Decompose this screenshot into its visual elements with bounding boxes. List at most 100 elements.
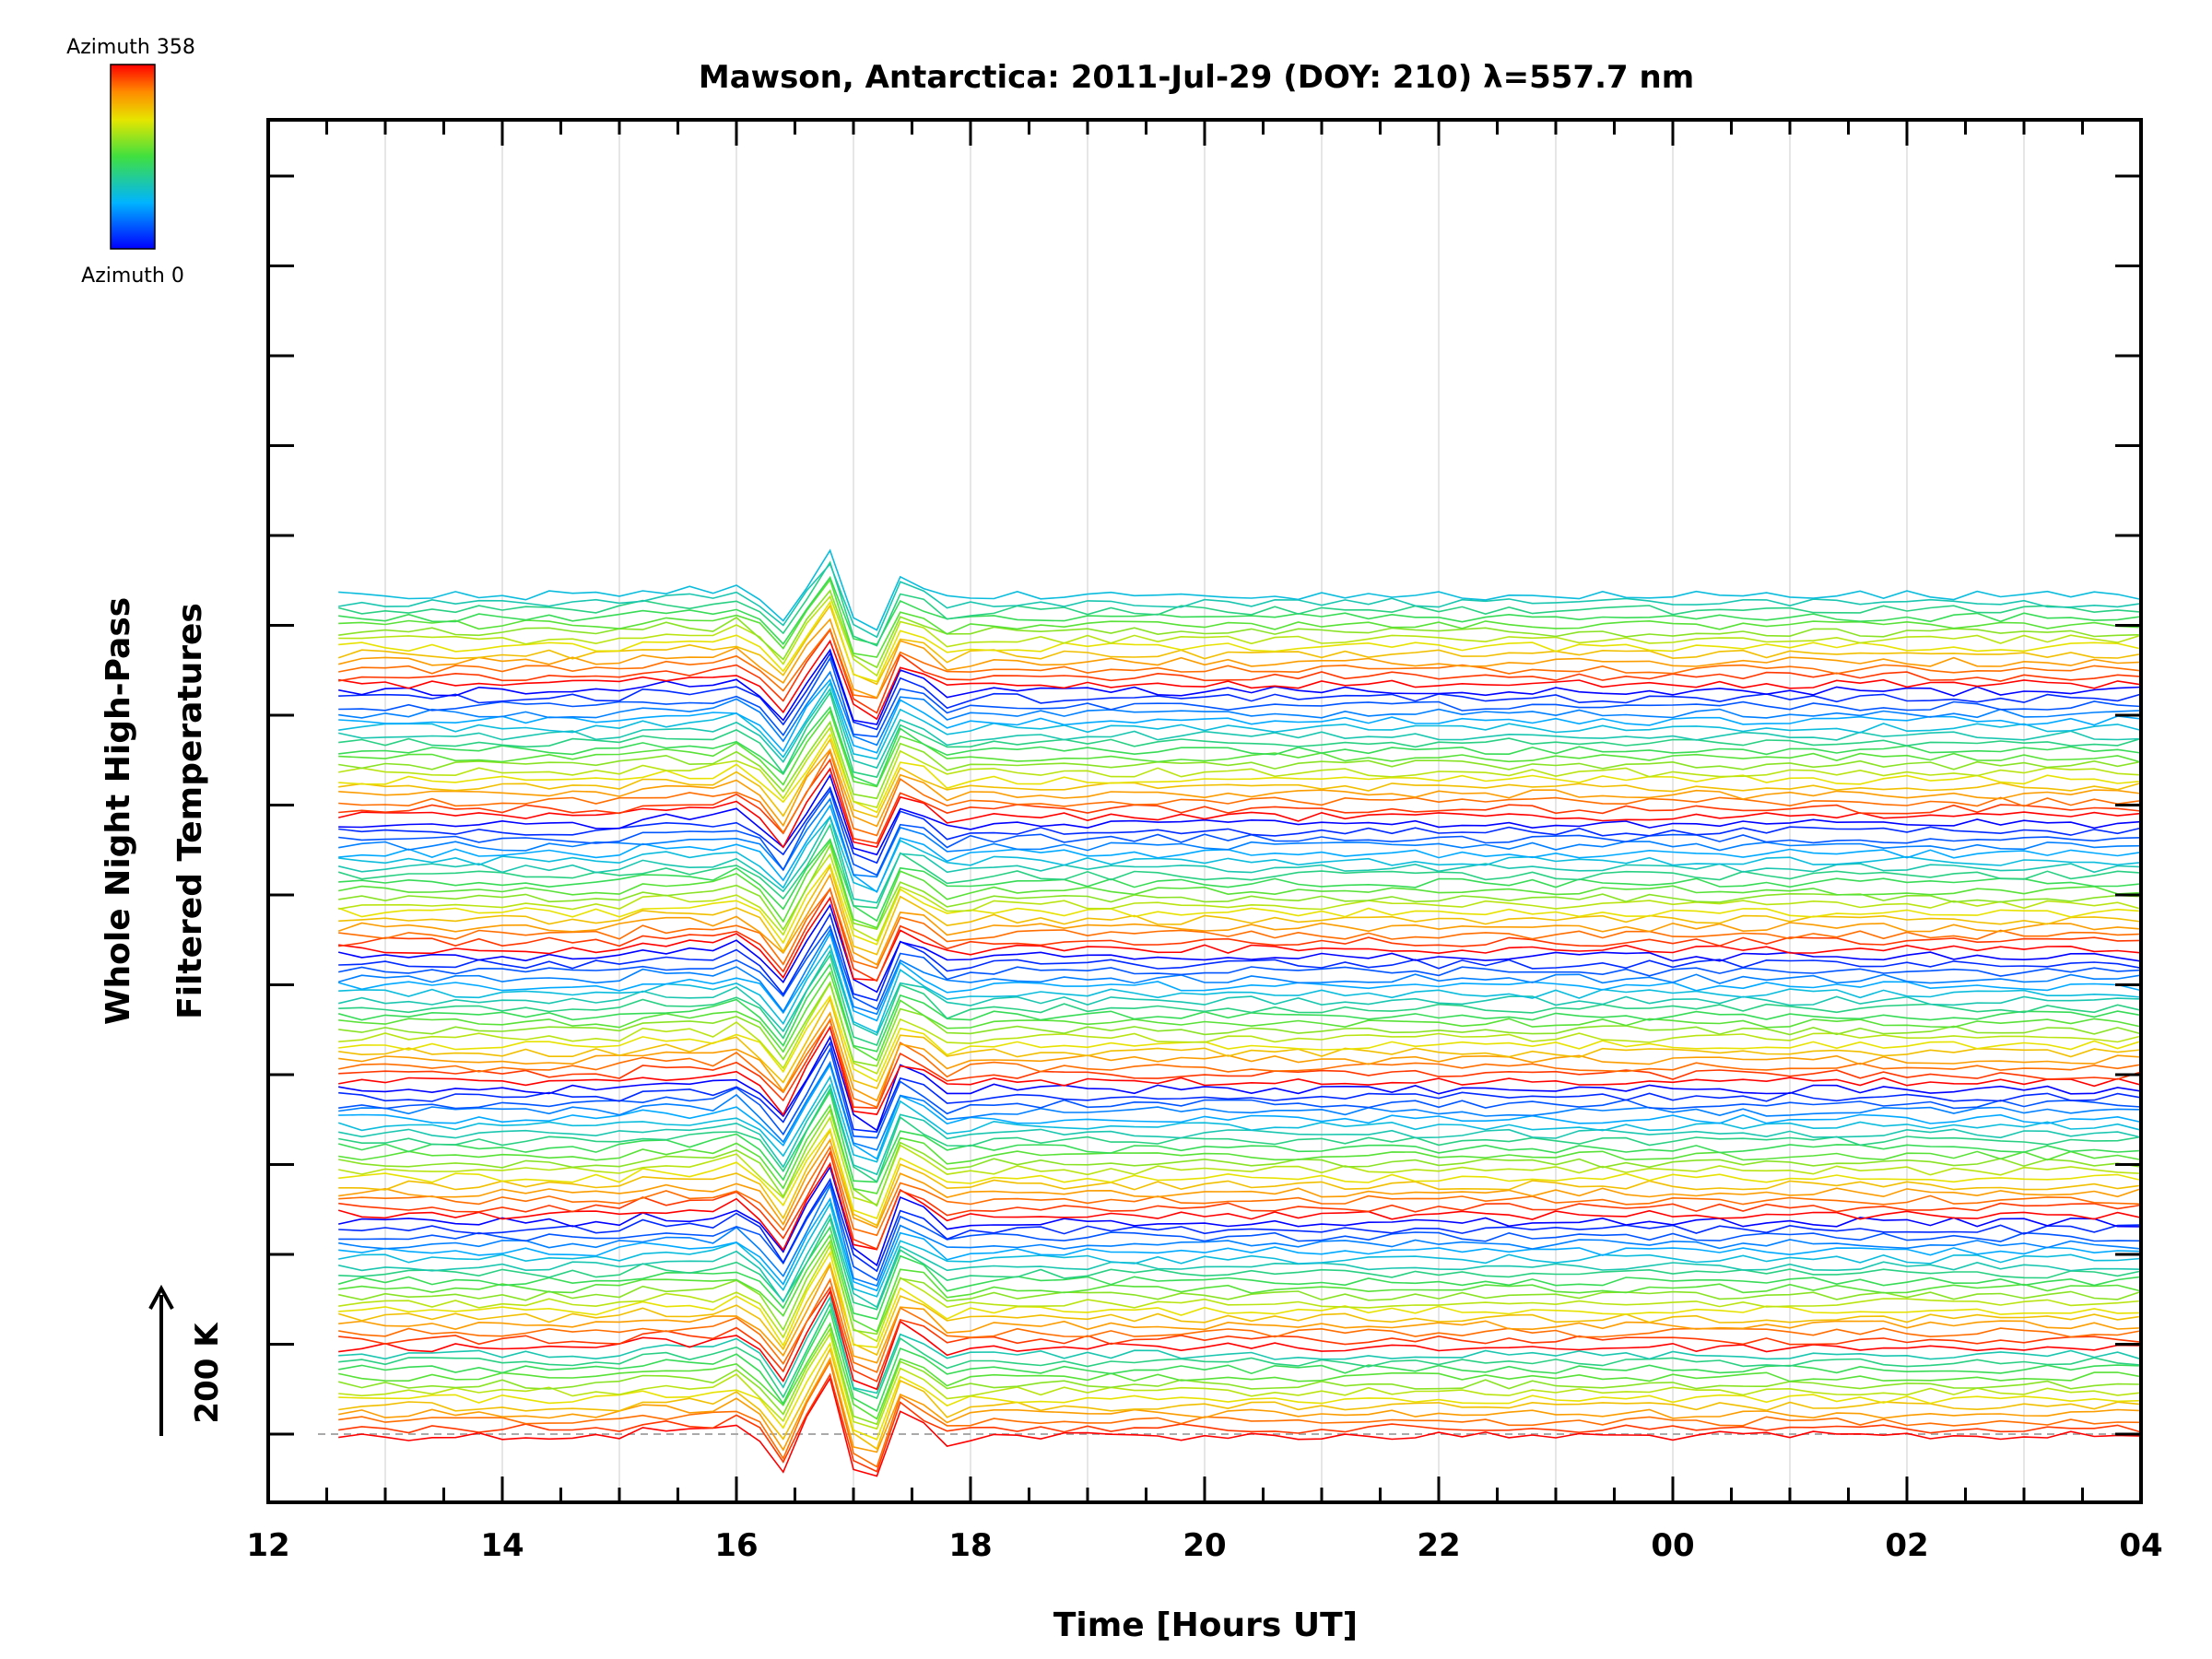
trace-line: [338, 981, 2142, 1067]
trace-line: [338, 924, 2142, 1011]
trace-line: [338, 1217, 2142, 1311]
trace-line: [338, 1233, 2142, 1333]
trace-line: [338, 1263, 2142, 1364]
colorbar: [110, 64, 156, 250]
trace-line: [338, 575, 2142, 646]
trace-line: [338, 1308, 2142, 1412]
trace-line: [338, 1332, 2142, 1430]
trace-line: [338, 797, 2142, 878]
x-tick-labels: 12 14 16 18 20 22 00 02 04: [246, 1527, 2162, 1564]
trace-line: [338, 1326, 2142, 1426]
trace-line: [338, 1127, 2142, 1220]
trace-line: [338, 1286, 2142, 1382]
trace-line: [338, 840, 2142, 929]
trace-line: [338, 1103, 2142, 1194]
trace-line: [338, 1295, 2142, 1394]
x-tick-label: 18: [948, 1527, 992, 1564]
trace-line: [338, 1202, 2142, 1298]
trace-line: [338, 1165, 2142, 1267]
trace-line: [338, 1060, 2142, 1151]
trace-line: [338, 705, 2142, 787]
trace-line: [337, 822, 2142, 909]
trace-line: [338, 600, 2142, 683]
colorbar-bottom-label: Azimuth 0: [81, 265, 184, 288]
scale-bar: 200 K: [148, 1284, 226, 1436]
trace-line: [338, 896, 2142, 982]
trace-line: [338, 887, 2142, 982]
trace-line: [338, 1372, 2142, 1473]
trace-line: [337, 962, 2142, 1053]
trace-line: [338, 1197, 2142, 1292]
trace-line: [338, 1277, 2142, 1373]
trace-line: [338, 578, 2142, 658]
trace-line: [338, 639, 2142, 721]
trace-line: [338, 789, 2142, 877]
trace-line: [338, 997, 2142, 1089]
colorbar-top-label: Azimuth 358: [66, 36, 195, 59]
trace-line: [338, 1083, 2142, 1176]
trace-line: [337, 863, 2142, 946]
trace-line: [337, 1261, 2142, 1357]
trace-line: [338, 1181, 2142, 1282]
x-tick-label: 00: [1651, 1527, 1694, 1564]
trace-line: [338, 1035, 2142, 1132]
trace-line: [338, 562, 2142, 639]
trace-line: [338, 737, 2142, 818]
trace-line: [338, 853, 2142, 942]
scale-bar-arrowhead: [148, 1284, 174, 1310]
trace-line: [337, 931, 2142, 1022]
trace-line: [338, 648, 2142, 725]
trace-line: [338, 767, 2142, 849]
x-tick-label: 12: [246, 1527, 289, 1564]
trace-line: [337, 927, 2142, 1016]
trace-line: [338, 1183, 2142, 1288]
trace-line: [338, 627, 2142, 700]
trace-line: [337, 1075, 2142, 1163]
trace-line: [338, 747, 2142, 828]
trace-line: [338, 652, 2142, 731]
trace-line: [338, 1087, 2142, 1183]
x-tick-label: 20: [1182, 1527, 1226, 1564]
trace-line: [338, 887, 2142, 970]
trace-line: [338, 1041, 2142, 1133]
trace-line: [338, 1288, 2142, 1391]
trace-line: [338, 1115, 2142, 1206]
trace-line: [338, 865, 2142, 956]
trace-line: [338, 1025, 2142, 1116]
trace-line: [338, 1376, 2142, 1477]
trace-line: [337, 1225, 2142, 1321]
trace-line: [338, 720, 2142, 800]
trace-line: [338, 749, 2142, 837]
trace-line: [338, 681, 2142, 760]
trace-line: [338, 1018, 2142, 1110]
trace-line: [338, 725, 2142, 809]
trace-line: [338, 1243, 2142, 1343]
trace-line: [338, 687, 2142, 770]
trace-line: [338, 1356, 2142, 1453]
y-axis-label-line1: Whole Night High-Pass: [100, 597, 137, 1025]
trace-line: [338, 773, 2142, 856]
trace-line: [338, 953, 2142, 1047]
trace-line: [338, 1018, 2142, 1109]
trace-line: [338, 815, 2142, 893]
scale-bar-label: 200 K: [189, 1322, 226, 1424]
trace-line: [338, 1212, 2142, 1309]
trace-line: [338, 733, 2142, 814]
chart-title: Mawson, Antarctica: 2011-Jul-29 (DOY: 21…: [699, 59, 1694, 96]
trace-line: [338, 1301, 2142, 1400]
x-axis-label: Time [Hours UT]: [1053, 1606, 1358, 1644]
trace-line: [338, 758, 2142, 844]
y-axis-label-line2: Filtered Temperatures: [171, 603, 209, 1019]
traces: [337, 548, 2142, 1477]
trace-line: [338, 1347, 2142, 1451]
trace-line: [338, 1145, 2142, 1237]
trace-line: [338, 1063, 2142, 1160]
trace-line: [338, 1047, 2142, 1139]
trace-line: [338, 709, 2142, 788]
trace-line: [338, 1322, 2142, 1420]
trace-line: [338, 589, 2142, 669]
trace-line: [338, 690, 2142, 779]
trace-line: [337, 1089, 2142, 1183]
trace-line: [338, 1359, 2142, 1468]
